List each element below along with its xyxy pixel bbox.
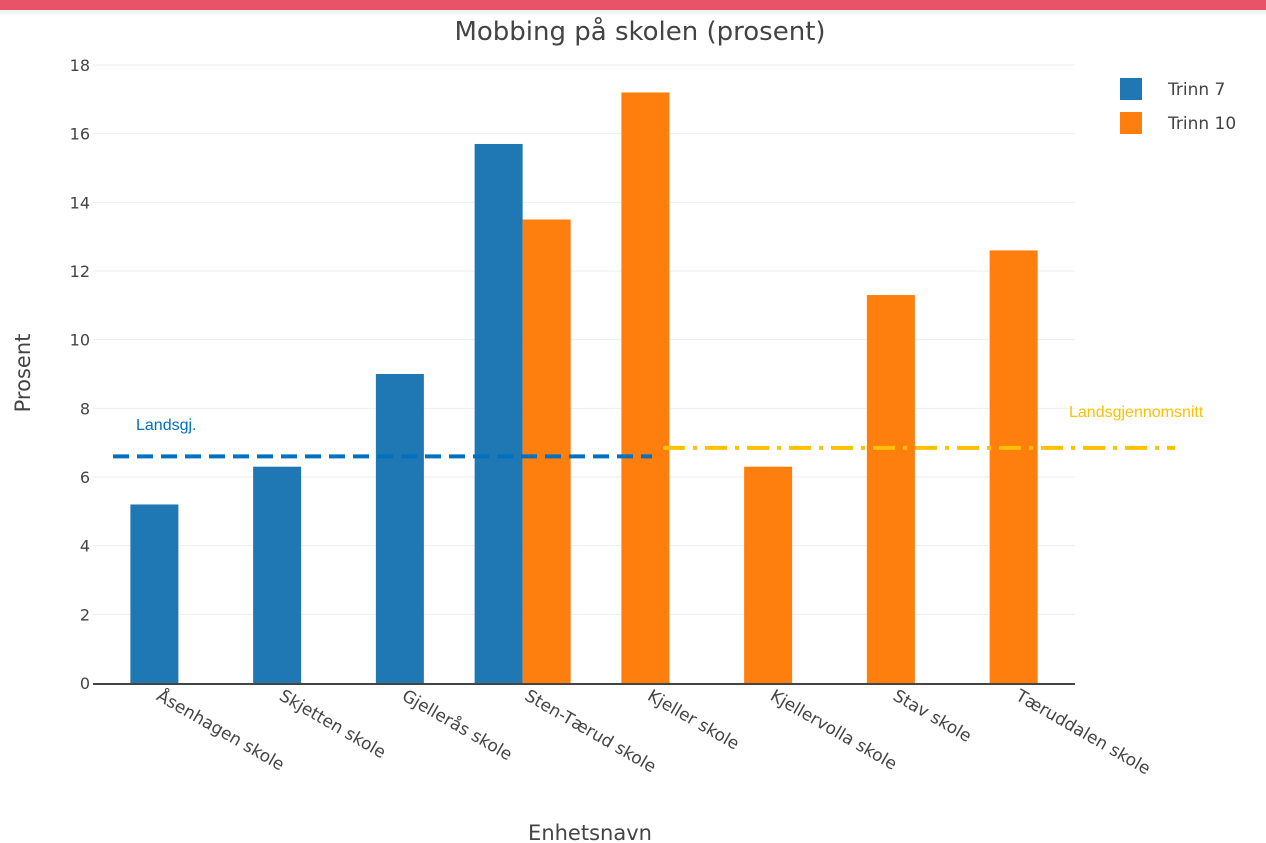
legend-swatch (1120, 112, 1142, 134)
x-tick-label: Sten-Tærud skole (521, 686, 659, 777)
legend-label: Trinn 7 (1167, 80, 1225, 100)
y-axis-title: Prosent (11, 334, 35, 413)
y-tick-label: 4 (80, 537, 90, 556)
legend: Trinn 7 Trinn 10 (1120, 78, 1236, 134)
y-tick-label: 14 (70, 193, 90, 212)
chart-title: Mobbing på skolen (prosent) (454, 16, 825, 47)
y-tick-label: 6 (80, 468, 90, 487)
legend-label: Trinn 10 (1167, 114, 1236, 134)
y-tick-label: 10 (70, 331, 90, 350)
grid-lines (93, 64, 1075, 615)
bar-trinn-10 (866, 295, 915, 683)
bar-trinn-7 (375, 374, 424, 683)
bar-trinn-7 (474, 143, 523, 683)
y-tick-label: 18 (70, 56, 90, 75)
annotation-landsgjennomsnitt: Landsgjennomsnitt (1069, 404, 1204, 421)
x-tick-label: Kjellervolla skole (767, 686, 901, 775)
x-tick-label: Gjellerås skole (398, 685, 516, 765)
y-tick-labels: 0 2 4 6 8 10 12 14 16 18 (70, 56, 90, 693)
bar-trinn-10 (744, 466, 793, 683)
top-bar-shadow (0, 10, 1266, 14)
y-tick-label: 12 (70, 262, 90, 281)
annotation-landsgj: Landsgj. (136, 417, 197, 434)
reference-lines: Landsgj. Landsgjennomsnitt (113, 404, 1204, 459)
x-tick-label: Åsenhagen skole (153, 684, 289, 775)
y-tick-label: 16 (70, 125, 90, 144)
x-axis-title: Enhetsnavn (528, 821, 652, 843)
y-tick-label: 2 (80, 605, 90, 624)
top-accent-bar (0, 0, 1266, 10)
bar-trinn-10 (522, 219, 571, 683)
y-tick-label: 8 (80, 399, 90, 418)
x-tick-label: Tæruddalen skole (1011, 686, 1153, 780)
x-tick-label: Skjetten skole (276, 686, 389, 763)
bar-trinn-7 (130, 504, 179, 683)
y-tick-label: 0 (80, 674, 90, 693)
bar-trinn-7 (253, 466, 302, 683)
legend-swatch (1120, 78, 1142, 100)
bars (130, 92, 1038, 683)
x-tick-label: Kjeller skole (644, 686, 743, 754)
bar-trinn-10 (621, 92, 670, 683)
bar-trinn-10 (989, 250, 1038, 683)
x-tick-label: Stav skole (889, 686, 974, 747)
